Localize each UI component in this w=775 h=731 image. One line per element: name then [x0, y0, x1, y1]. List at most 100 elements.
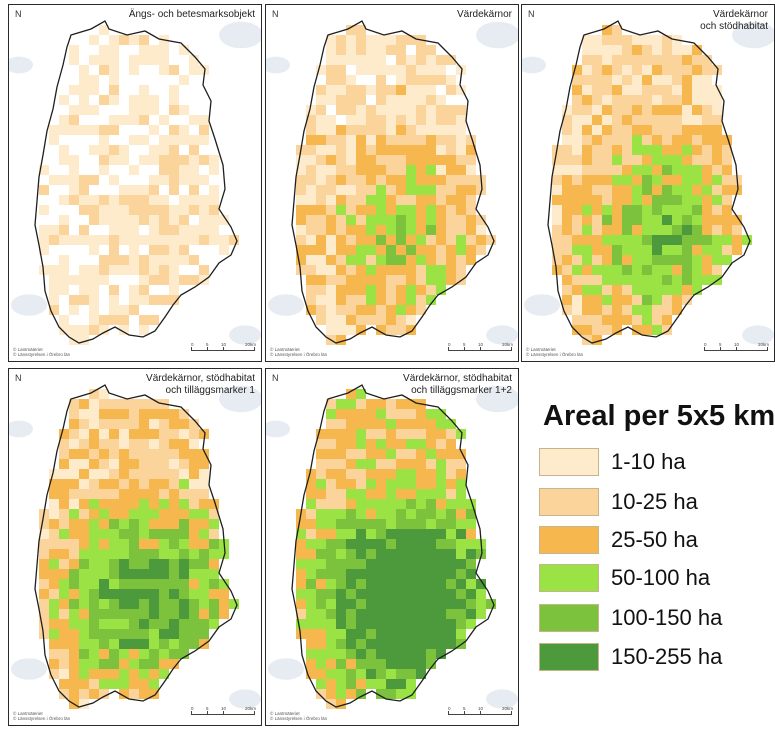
grid-cell [426, 479, 436, 489]
grid-cell [602, 145, 612, 155]
grid-cell [376, 255, 386, 265]
grid-cell [672, 305, 682, 315]
water-area [9, 56, 33, 74]
grid-cell [69, 105, 79, 115]
grid-cell [612, 245, 622, 255]
grid-cell [109, 469, 119, 479]
grid-cell [346, 589, 356, 599]
grid-cell [139, 559, 149, 569]
grid-cell [59, 115, 69, 125]
grid-cell [149, 175, 159, 185]
grid-cell [592, 245, 602, 255]
grid-cell [592, 125, 602, 135]
grid-cell [59, 639, 69, 649]
grid-cell [622, 45, 632, 55]
grid-cell [336, 439, 346, 449]
grid-cell [436, 589, 446, 599]
grid-cell [139, 519, 149, 529]
grid-cell [406, 135, 416, 145]
grid-cell [356, 45, 366, 55]
grid-cell [456, 479, 466, 489]
grid-cell [416, 255, 426, 265]
grid-cell [306, 549, 316, 559]
grid-cell [179, 439, 189, 449]
grid-cell [456, 135, 466, 145]
grid-cell [466, 549, 476, 559]
grid-cell [306, 105, 316, 115]
grid-cell [416, 559, 426, 569]
grid-cell [396, 579, 406, 589]
grid-cell [159, 135, 169, 145]
grid-cell [376, 275, 386, 285]
grid-cell [682, 95, 692, 105]
grid-cell [386, 85, 396, 95]
grid-cell [49, 529, 59, 539]
grid-cell [129, 305, 139, 315]
grid-cell [376, 135, 386, 145]
grid-cell [436, 155, 446, 165]
grid-cell [99, 389, 109, 399]
grid-cell [346, 489, 356, 499]
grid-cell [89, 285, 99, 295]
grid-cell [219, 235, 229, 245]
grid-cell [296, 205, 306, 215]
grid-cell [436, 599, 446, 609]
grid-cell [562, 105, 572, 115]
water-area [268, 658, 304, 680]
grid-cell [89, 689, 99, 699]
grid-cell [602, 25, 612, 35]
grid-cell [189, 629, 199, 639]
grid-cell [562, 165, 572, 175]
legend-item: 100-150 ha [539, 604, 769, 634]
grid-cell [436, 195, 446, 205]
grid-cell [89, 85, 99, 95]
grid-cell [406, 115, 416, 125]
grid-cell [59, 255, 69, 265]
grid-cell [602, 315, 612, 325]
grid-cell [376, 569, 386, 579]
grid-cell [406, 579, 416, 589]
grid-cell [582, 135, 592, 145]
grid-cell [59, 315, 69, 325]
grid-cell [129, 459, 139, 469]
grid-cell [336, 479, 346, 489]
grid-cell [109, 659, 119, 669]
grid-cell [436, 619, 446, 629]
grid-cell [336, 569, 346, 579]
grid-cell [682, 215, 692, 225]
grid-cell [306, 285, 316, 295]
grid-cell [622, 305, 632, 315]
grid-cell [592, 235, 602, 245]
grid-cell [336, 265, 346, 275]
grid-cell [109, 669, 119, 679]
grid-cell [306, 589, 316, 599]
grid-cell [426, 509, 436, 519]
grid-cell [316, 449, 326, 459]
grid-cell [109, 589, 119, 599]
grid-cell [326, 245, 336, 255]
grid-cell [119, 449, 129, 459]
grid-cell [69, 235, 79, 245]
grid-cell [99, 419, 109, 429]
grid-cell [69, 619, 79, 629]
grid-cell [376, 105, 386, 115]
grid-cell [149, 255, 159, 265]
grid-cell [119, 429, 129, 439]
grid-cell [89, 459, 99, 469]
grid-cell [306, 295, 316, 305]
grid-cell [582, 95, 592, 105]
grid-cell [189, 579, 199, 589]
county-boundary [34, 384, 238, 708]
grid-cell [662, 135, 672, 145]
grid-cell [109, 225, 119, 235]
map-panel-4: N Värdekärnor, stödhabitat och tilläggsm… [8, 368, 262, 726]
grid-cell [702, 185, 712, 195]
grid-cell [602, 55, 612, 65]
grid-cell [149, 195, 159, 205]
grid-cell [722, 195, 732, 205]
grid-cell [692, 165, 702, 175]
grid-cell [416, 275, 426, 285]
grid-cell [59, 559, 69, 569]
grid-cell [306, 649, 316, 659]
grid-cell [69, 55, 79, 65]
